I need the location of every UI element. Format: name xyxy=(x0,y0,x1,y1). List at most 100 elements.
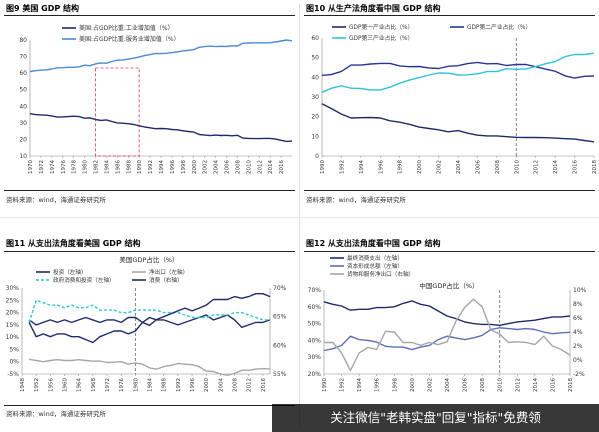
line-chart-china-production: 0 10 20 30 40 50 60 1990 1992 1994 1996 1998 2000 200… xyxy=(311,23,598,174)
x-tick-label: 1996 xyxy=(378,160,384,174)
x-tick-label: 2002 xyxy=(203,160,209,174)
y-tick-label: 30 xyxy=(311,94,319,101)
y-right-tick-label: -2% xyxy=(573,371,585,378)
x-tick-label: 2008 xyxy=(480,378,486,392)
x-tick-label: 2018 xyxy=(568,378,574,392)
x-tick-label: 1990 xyxy=(322,378,328,392)
legend-label: 最终消费支出（左轴） xyxy=(347,254,403,262)
series-line-0 xyxy=(323,300,571,327)
title-rule xyxy=(304,15,595,16)
x-tick-label: 2016 xyxy=(279,160,285,174)
x-tick-label: 1948 xyxy=(20,378,26,392)
x-tick-label: 2006 xyxy=(475,160,481,174)
x-tick-label: 1988 xyxy=(162,378,168,392)
y-tick-label: 50% xyxy=(308,321,322,328)
y-tick-label: -5% xyxy=(7,371,19,378)
x-tick-label: 2012 xyxy=(247,378,253,392)
x-tick-label: 1970 xyxy=(28,160,34,174)
y-right-tick-label: 10% xyxy=(573,287,587,294)
y-tick-label: 50 xyxy=(19,87,27,94)
y-right-tick-label: 65% xyxy=(273,314,287,321)
series-line-1 xyxy=(29,39,293,73)
line-chart-china-expenditure: 20% 30% 40% 50% 60% 70% -2% 0% 2% 4% 6% 8% 10% 1990 19… xyxy=(308,254,587,392)
y-tick-label: 0% xyxy=(9,359,19,366)
x-tick-label: 1974 xyxy=(50,160,56,174)
legend-label: 政府消费和投资（左轴） xyxy=(53,276,115,284)
x-tick-label: 1982 xyxy=(94,160,100,174)
y-tick-label: 80 xyxy=(19,37,27,44)
x-tick-label: 1968 xyxy=(91,378,97,392)
y-right-tick-label: 60% xyxy=(273,342,287,349)
legend-label: 美国:占GDP比重:服务业增加值（%） xyxy=(79,35,180,43)
x-tick-label: 1986 xyxy=(115,160,121,174)
source-rule xyxy=(304,190,595,191)
chart-panel-china-production: 图10 从生产法角度看中国 GDP 结构 0 10 20 30 40 50 60 1990 19… xyxy=(300,0,599,217)
x-tick-label: 1976 xyxy=(119,378,125,392)
x-tick-label: 1994 xyxy=(359,160,365,174)
legend-label: GDP第三产业占比（%） xyxy=(349,34,413,42)
x-tick-label: 1990 xyxy=(137,160,143,174)
y-tick-label: 10 xyxy=(19,153,27,160)
source-note: 资料来源：wind，海通证券研究所 xyxy=(306,196,406,204)
column-divider xyxy=(299,4,300,428)
x-tick-label: 2002 xyxy=(437,160,443,174)
x-tick-label: 1978 xyxy=(72,160,78,174)
x-tick-label: 2000 xyxy=(192,160,198,174)
x-tick-label: 1998 xyxy=(181,160,187,174)
x-tick-label: 2006 xyxy=(225,160,231,174)
y-tick-label: 20% xyxy=(6,310,20,317)
series-line-2 xyxy=(324,298,571,372)
x-tick-label: 2010 xyxy=(514,160,520,174)
watermark-banner: 关注微信"老韩实盘"回复"指标"免费领 xyxy=(272,404,599,432)
x-tick-label: 2004 xyxy=(214,160,220,174)
x-tick-label: 2016 xyxy=(550,378,556,392)
x-tick-label: 1972 xyxy=(105,378,111,392)
figure-title: 图11 从支出法角度看美国 GDP 结构 xyxy=(6,239,141,248)
y-tick-label: 0 xyxy=(315,153,319,160)
x-tick-label: 2008 xyxy=(233,378,239,392)
x-tick-label: 2010 xyxy=(246,160,252,174)
y-right-tick-label: 0% xyxy=(573,357,583,364)
legend-label: 投资（左轴） xyxy=(53,268,87,276)
x-tick-label: 2016 xyxy=(573,160,579,174)
x-tick-label: 2010 xyxy=(498,378,504,392)
x-tick-label: 1972 xyxy=(39,160,45,174)
x-tick-label: 2014 xyxy=(268,160,274,174)
series-line-0 xyxy=(321,103,595,143)
x-tick-label: 1992 xyxy=(176,378,182,392)
y-tick-label: 30% xyxy=(6,285,20,292)
y-tick-label: 50 xyxy=(311,55,319,62)
y-tick-label: 40% xyxy=(308,337,322,344)
y-tick-label: 20% xyxy=(308,371,322,378)
y-tick-label: 70 xyxy=(19,54,27,61)
series-line-1 xyxy=(321,61,595,79)
x-tick-label: 2012 xyxy=(534,160,540,174)
title-rule xyxy=(4,15,295,16)
x-tick-label: 1996 xyxy=(375,378,381,392)
chart-title: 中国GDP占比（%） xyxy=(419,281,478,290)
figure-title: 图9 美国 GDP 结构 xyxy=(6,4,79,13)
y-tick-label: 10% xyxy=(6,334,20,341)
y-tick-label: 15% xyxy=(6,322,20,329)
x-tick-label: 2004 xyxy=(218,378,224,392)
x-tick-label: 1996 xyxy=(170,160,176,174)
x-tick-label: 2008 xyxy=(495,160,501,174)
x-tick-label: 1998 xyxy=(392,378,398,392)
x-tick-label: 1992 xyxy=(339,160,345,174)
x-tick-label: 1994 xyxy=(357,378,363,392)
chart-panel-us-gdp-structure: 图9 美国 GDP 结构 10 20 30 40 50 60 70 80 1970 1972 197… xyxy=(0,0,299,217)
x-tick-label: 1984 xyxy=(148,378,154,392)
figure-title: 图10 从生产法角度看中国 GDP 结构 xyxy=(306,4,441,13)
line-chart-us-expenditure: -5% 0% 5% 10% 15% 20% 25% 30% 55% 60% 65% 70% 1948 19… xyxy=(6,255,287,392)
line-chart-us-gdp: 10 20 30 40 50 60 70 80 1970 1972 1974 1976 1978 1980… xyxy=(19,24,293,174)
x-tick-label: 1952 xyxy=(34,378,40,392)
x-tick-label: 2000 xyxy=(204,378,210,392)
y-tick-label: 40 xyxy=(19,103,27,110)
series-line-0 xyxy=(28,314,271,329)
x-tick-label: 2006 xyxy=(463,378,469,392)
x-tick-label: 2002 xyxy=(427,378,433,392)
legend-label: 净出口（左轴） xyxy=(149,268,188,276)
x-tick-label: 2014 xyxy=(553,160,559,174)
legend-label: 货物和服务净出口（右轴） xyxy=(347,270,414,278)
y-right-tick-label: 70% xyxy=(273,285,287,292)
